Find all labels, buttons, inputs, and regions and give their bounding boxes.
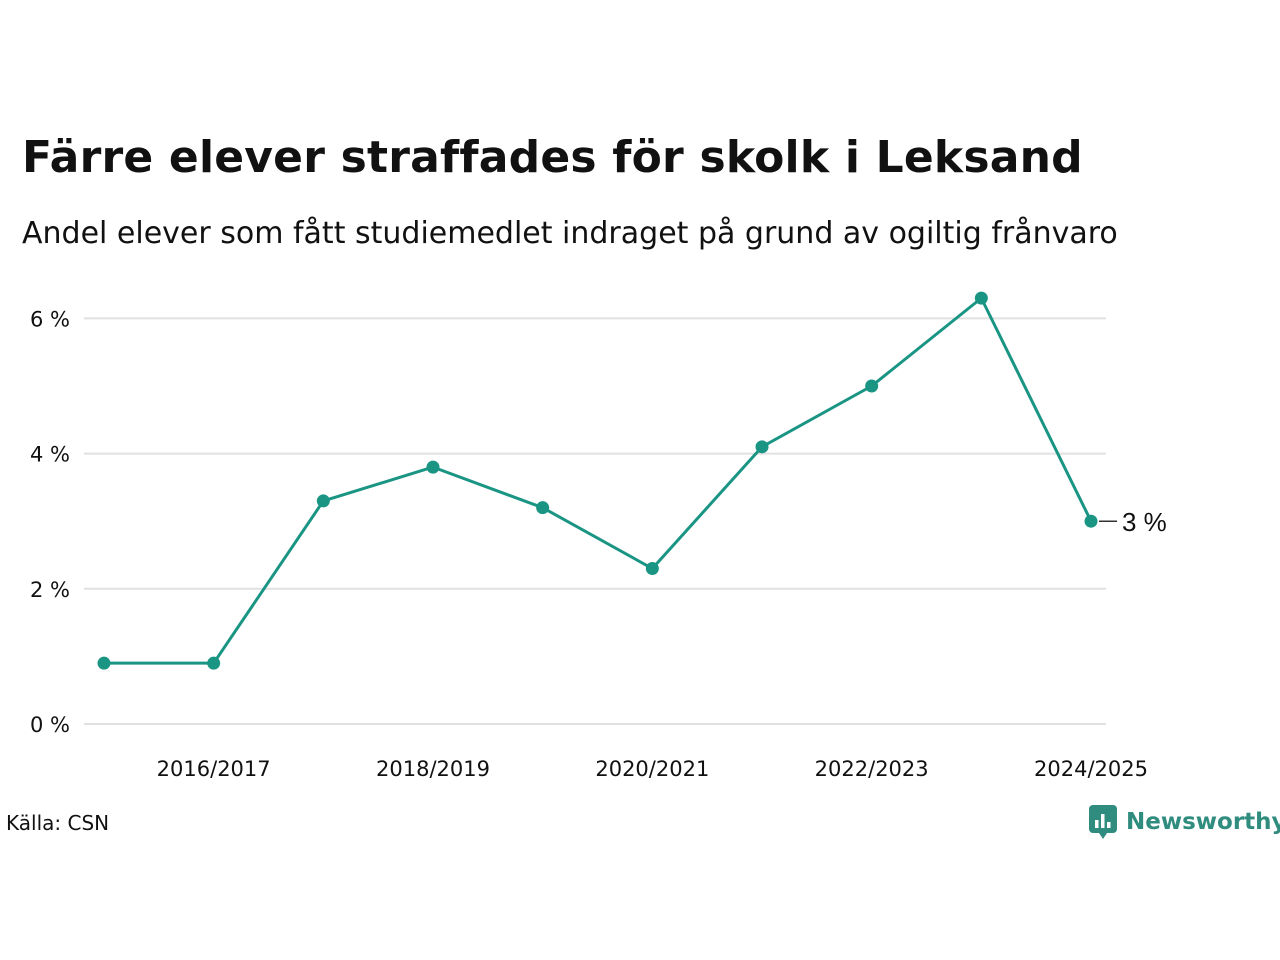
line-chart: 0 % 2 % 4 % 6 % 2016/2017 2018/2019 2020/2021 2… [30, 291, 1167, 781]
y-tick-label: 2 % [30, 578, 70, 602]
chart-title: Färre elever straffades för skolk i Leks… [22, 132, 1083, 183]
x-tick-label: 2020/2021 [595, 757, 709, 781]
brand-logo: Newsworthy [1088, 804, 1280, 840]
brand-name: Newsworthy [1126, 809, 1280, 835]
y-tick-label: 6 % [30, 307, 70, 331]
data-point [97, 656, 111, 670]
y-tick-label: 0 % [30, 713, 70, 737]
chart-subtitle: Andel elever som fått studiemedlet indra… [22, 216, 1118, 251]
newsworthy-logo-icon [1089, 805, 1117, 839]
data-point [865, 379, 879, 393]
end-value-label: 3 % [1122, 507, 1167, 537]
series-line [102, 296, 1093, 665]
y-tick-label: 4 % [30, 443, 70, 467]
data-point [536, 501, 550, 515]
data-point [1084, 514, 1098, 528]
source-label: Källa: CSN [6, 811, 110, 835]
x-tick-label: 2022/2023 [815, 757, 929, 781]
data-point [426, 460, 440, 474]
data-point [207, 656, 221, 670]
x-tick-label: 2018/2019 [376, 757, 490, 781]
x-tick-label: 2024/2025 [1034, 757, 1148, 781]
x-tick-label: 2016/2017 [157, 757, 271, 781]
data-point [755, 440, 769, 454]
data-point [316, 494, 330, 508]
data-point [974, 291, 988, 305]
data-point [645, 562, 659, 576]
